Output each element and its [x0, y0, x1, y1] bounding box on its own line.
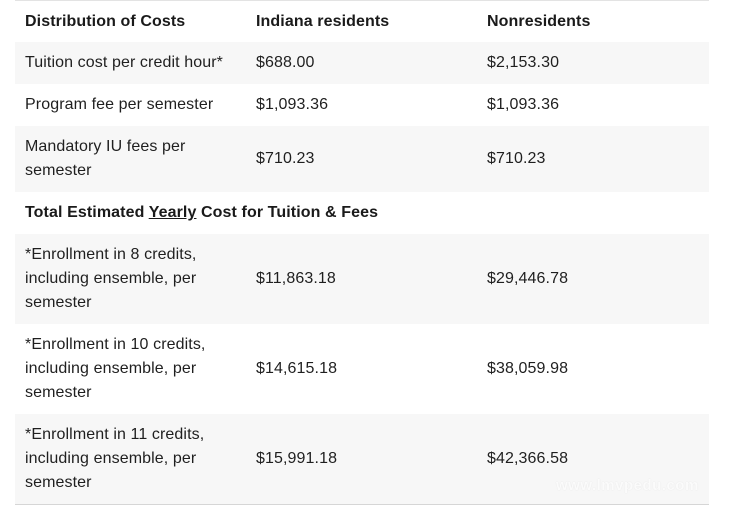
total-heading-before: Total Estimated [25, 204, 149, 221]
resident-value: $1,093.36 [256, 96, 329, 113]
total-heading: Total Estimated Yearly Cost for Tuition … [15, 201, 709, 225]
row-label: *Enrollment in 11 credits, including ens… [25, 426, 205, 491]
row-label: Program fee per semester [25, 96, 214, 113]
row-label: Mandatory IU fees per semester [25, 138, 186, 179]
table-header-row: Distribution of Costs Indiana residents … [15, 1, 709, 42]
watermark-text: www.lmvpedu.com [556, 477, 699, 494]
cost-table: Distribution of Costs Indiana residents … [15, 0, 709, 505]
resident-value: $11,863.18 [256, 270, 336, 287]
row-label: *Enrollment in 8 credits, including ense… [25, 246, 197, 311]
nonresident-value: $710.23 [487, 150, 546, 167]
table-row: *Enrollment in 11 credits, including ens… [15, 414, 709, 504]
resident-value: $688.00 [256, 54, 315, 71]
row-label: Tuition cost per credit hour* [25, 54, 223, 71]
resident-value: $710.23 [256, 150, 315, 167]
nonresident-value: $42,366.58 [487, 450, 569, 467]
total-heading-after: Cost for Tuition & Fees [196, 204, 379, 221]
nonresident-value: $2,153.30 [487, 54, 560, 71]
row-label: *Enrollment in 10 credits, including ens… [25, 336, 206, 401]
header-nonresidents: Nonresidents [487, 12, 591, 30]
table-row: Program fee per semester $1,093.36 $1,09… [15, 84, 709, 126]
table-row: Mandatory IU fees per semester $710.23 $… [15, 126, 709, 192]
nonresident-value: $38,059.98 [487, 360, 569, 377]
header-distribution-of-costs: Distribution of Costs [25, 12, 186, 30]
table-row: *Enrollment in 10 credits, including ens… [15, 324, 709, 414]
total-heading-yearly: Yearly [148, 204, 197, 221]
nonresident-value: $1,093.36 [487, 96, 560, 113]
header-indiana-residents: Indiana residents [256, 12, 390, 30]
resident-value: $14,615.18 [256, 360, 338, 377]
resident-value: $15,991.18 [256, 450, 338, 467]
table-row: Tuition cost per credit hour* $688.00 $2… [15, 42, 709, 84]
total-heading-row: Total Estimated Yearly Cost for Tuition … [15, 192, 709, 234]
table-row: *Enrollment in 8 credits, including ense… [15, 234, 709, 324]
nonresident-value: $29,446.78 [487, 270, 569, 287]
